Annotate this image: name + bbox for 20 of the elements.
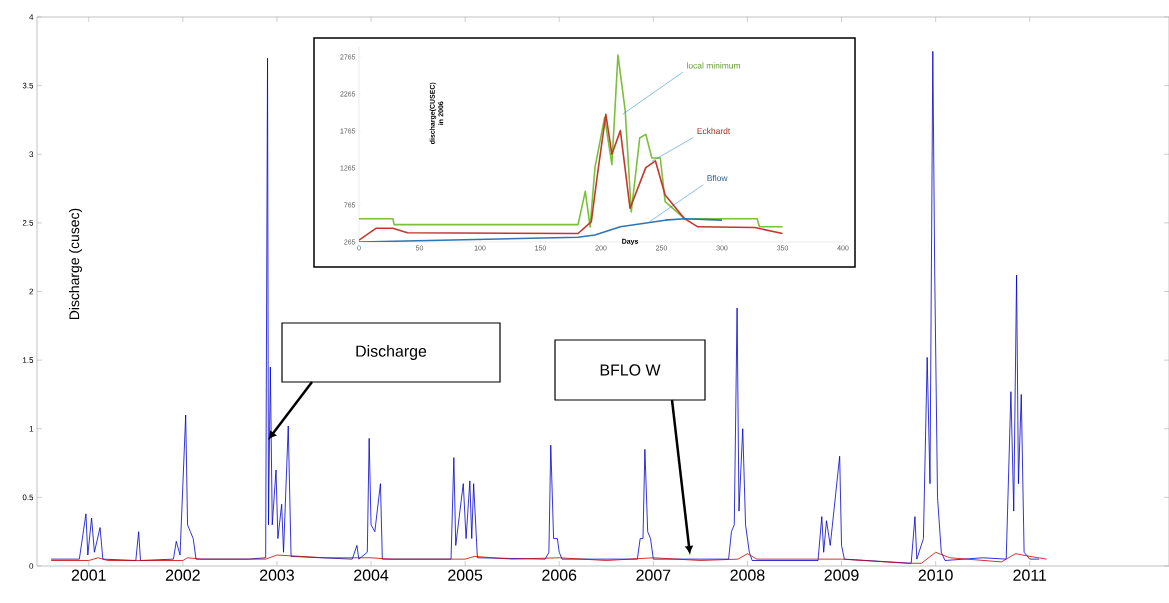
x-tick-label: 2004 [354, 569, 389, 581]
annotation: BFLO W [600, 364, 661, 376]
x-tick-label: 2001 [71, 569, 106, 581]
text: local minimum [687, 62, 741, 69]
x-tick-label: 2009 [824, 569, 859, 581]
text: Bflow [707, 174, 728, 182]
text: Eckhardt [697, 127, 731, 135]
x-tick-label: 2011 [1013, 569, 1047, 581]
line-series [50, 551, 1048, 564]
annotation: Discharge [356, 345, 427, 360]
x-tick-label: 2006 [542, 569, 577, 581]
y-axis-title: Discharge (cusec) [68, 208, 82, 320]
line-series [50, 50, 1040, 564]
x-tick-label: 2005 [448, 569, 483, 581]
x-tick-label: 2003 [260, 569, 294, 581]
x-tick-label: 2007 [636, 569, 671, 581]
x-tick-label: 2002 [165, 569, 200, 581]
x-tick-label: 2008 [730, 569, 765, 581]
x-tick-label: 2010 [918, 569, 953, 581]
line-series [359, 54, 784, 228]
